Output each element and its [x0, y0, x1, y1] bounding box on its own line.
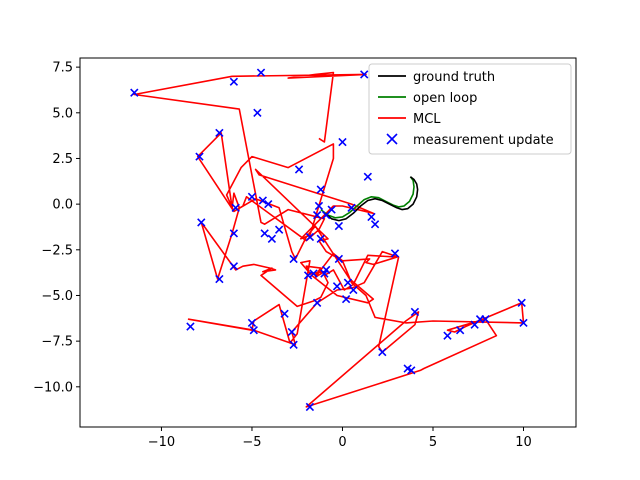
series-line-mcl [133, 71, 525, 408]
measurement-point [343, 278, 353, 287]
x-tick-label: 5 [429, 435, 437, 450]
measurement-point [280, 309, 289, 318]
measurement-point [229, 229, 239, 238]
legend-swatch-measurement-update [386, 133, 398, 145]
measurement-point [294, 165, 304, 174]
measurement-point [260, 229, 269, 238]
measurement-point [197, 218, 206, 227]
measurement-point [130, 88, 139, 97]
measurement-point [360, 70, 369, 79]
measurement-point [481, 315, 490, 324]
y-tick-label: 7.5 [52, 61, 73, 76]
series-line-ground-truth [323, 176, 419, 222]
measurement-point [289, 254, 298, 264]
measurement-point [264, 199, 273, 209]
measurement-point [322, 265, 331, 275]
measurement-point [347, 203, 356, 212]
measurement-point [312, 210, 322, 220]
x-tick-label: −10 [148, 435, 175, 450]
y-tick-label: −10.0 [33, 380, 73, 395]
measurement-point [338, 137, 347, 147]
measurement-point [303, 271, 313, 280]
measurement-point [289, 340, 298, 349]
measurement-point [309, 269, 318, 278]
x-tick-label: 10 [515, 435, 532, 450]
measurement-point [370, 220, 380, 229]
measurement-point [455, 326, 465, 335]
measurement-point [349, 285, 358, 295]
measurement-point [253, 108, 262, 117]
measurement-point [367, 212, 376, 222]
measurement-point [378, 347, 387, 357]
measurement-point [316, 185, 325, 194]
measurement-point [229, 77, 239, 86]
measurement-point [256, 68, 266, 77]
series-layer [130, 68, 528, 412]
measurement-point [332, 282, 342, 291]
measurement-point [287, 327, 296, 337]
series-points-measurement-update [130, 68, 528, 412]
x-tick-label: −5 [242, 435, 261, 450]
x-tick-label: 0 [338, 435, 346, 450]
legend-label-ground-truth: ground truth [413, 70, 495, 85]
measurement-point [274, 225, 284, 234]
legend-box [368, 63, 572, 155]
measurement-point [334, 254, 344, 264]
measurement-point [267, 234, 277, 244]
measurement-point [305, 232, 315, 242]
plot-frame [79, 57, 577, 428]
measurement-point [249, 326, 258, 335]
measurement-point [258, 196, 267, 205]
measurement-point [410, 307, 420, 317]
measurement-point [519, 318, 528, 328]
measurement-point [186, 322, 195, 331]
measurement-point [247, 192, 257, 201]
x-axis: −10 −5 0 5 10 [148, 427, 532, 450]
measurement-point [334, 221, 344, 231]
measurement-point [407, 366, 416, 375]
legend-label-mcl: MCL [413, 112, 441, 127]
y-tick-label: 5.0 [52, 106, 73, 121]
measurement-point [305, 402, 315, 412]
measurement-point [312, 298, 322, 307]
legend-label-measurement-update: measurement update [413, 133, 554, 148]
measurement-point [314, 201, 324, 211]
legend-label-open-loop: open loop [413, 91, 477, 106]
measurement-point [231, 203, 240, 212]
measurement-point [215, 128, 224, 138]
measurement-point [341, 294, 351, 304]
measurement-point [229, 262, 239, 271]
measurement-point [390, 249, 400, 258]
y-tick-label: −7.5 [41, 335, 73, 350]
measurement-point [363, 172, 372, 181]
y-tick-label: −2.5 [41, 243, 73, 258]
legend: ground truth open loop MCL measurement u… [368, 63, 572, 155]
y-tick-label: 2.5 [52, 152, 73, 167]
measurement-point [322, 210, 331, 220]
measurement-point [517, 298, 526, 307]
y-axis: 7.5 5.0 2.5 0.0 −2.5 −5.0 −7.5 −10.0 [33, 61, 80, 395]
measurement-point [247, 318, 257, 328]
measurement-point [316, 234, 325, 244]
measurement-point [195, 152, 204, 161]
measurement-point [215, 274, 224, 284]
series-line-open-loop [320, 176, 415, 219]
y-tick-label: 0.0 [52, 198, 73, 213]
y-tick-label: −5.0 [41, 289, 73, 304]
measurement-point [443, 331, 452, 340]
